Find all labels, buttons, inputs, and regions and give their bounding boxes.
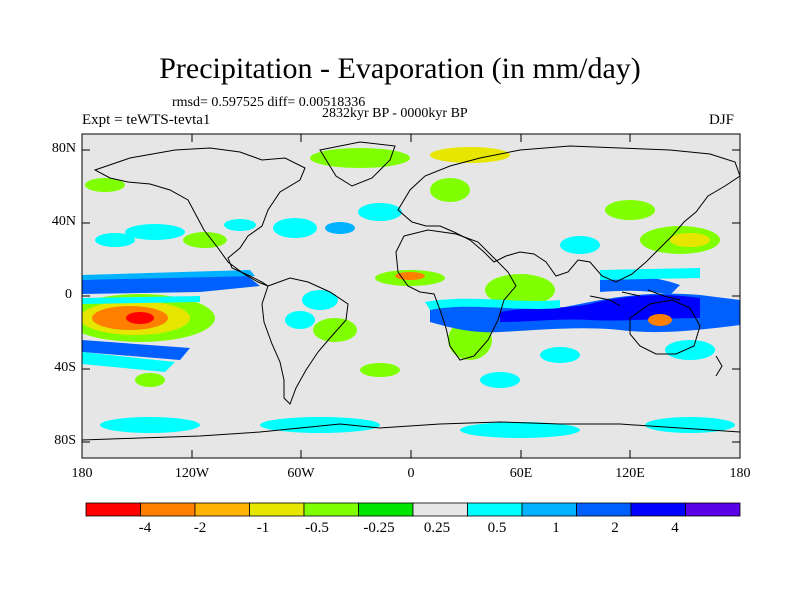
- patch: [85, 178, 125, 192]
- patch: [285, 311, 315, 329]
- patch: [358, 203, 402, 221]
- patch: [125, 224, 185, 240]
- patch: [183, 232, 227, 248]
- colorbar-label: -2: [193, 520, 207, 536]
- colorbar-box: [140, 502, 196, 517]
- patch: [430, 147, 510, 163]
- colorbar-box: [521, 502, 577, 517]
- patch: [310, 148, 410, 168]
- colorbar: [85, 502, 741, 517]
- colorbar-box: [685, 502, 741, 517]
- south-america-coast: [261, 277, 349, 405]
- lon-label-60e: 60E: [509, 466, 533, 481]
- patch: [665, 340, 715, 360]
- colorbar-label: -1: [256, 520, 270, 536]
- lat-label-80s: 80S: [54, 433, 76, 448]
- warm-pool-cyan: [600, 268, 700, 280]
- australia-dry: [648, 314, 672, 326]
- patch: [645, 417, 735, 433]
- colorbar-box: [576, 502, 632, 517]
- colorbar-label: -4: [138, 520, 152, 536]
- coastlines: [82, 141, 740, 441]
- australia-coast: [629, 299, 701, 355]
- colorbar-box: [630, 502, 686, 517]
- colorbar-box: [85, 502, 141, 517]
- lon-label-0: 0: [407, 466, 415, 481]
- lon-label-120e: 120E: [615, 466, 645, 481]
- stats-subtitle: rmsd= 0.597525 diff= 0.00518336: [172, 95, 366, 110]
- north-america-coast: [93, 147, 306, 287]
- new-zealand-coast: [715, 355, 723, 377]
- lon-label-60w: 60W: [287, 466, 315, 481]
- patch: [395, 272, 425, 280]
- colorbar-label: 0.5: [487, 520, 507, 536]
- patch: [302, 290, 338, 310]
- patch: [313, 318, 357, 342]
- colorbar-label: 0.25: [423, 520, 451, 536]
- europe-asia-coast: [397, 145, 740, 283]
- antarctica-coast: [82, 421, 740, 441]
- colorbar-box: [194, 502, 250, 517]
- patch: [430, 178, 470, 202]
- indian-ocean-darkblue: [500, 295, 700, 322]
- colorbar-label: 2: [611, 520, 619, 536]
- patch: [605, 200, 655, 220]
- colorbar-label: 4: [671, 520, 679, 536]
- lon-label-180e: 180: [729, 466, 751, 481]
- patch: [560, 236, 600, 254]
- greenland-coast: [319, 141, 396, 187]
- colorbar-box: [303, 502, 359, 517]
- patch: [480, 372, 520, 388]
- period-subtitle: 2832kyr BP - 0000kyr BP: [322, 106, 468, 121]
- patch: [460, 422, 580, 438]
- patch: [273, 218, 317, 238]
- lat-label-40n: 40N: [51, 214, 76, 229]
- south-pacific-cyan: [82, 352, 175, 372]
- colorbar-box: [467, 502, 523, 517]
- itcz-cyan: [82, 296, 200, 304]
- patch: [100, 417, 200, 433]
- lat-label-eq: 0: [65, 287, 72, 302]
- itcz-lightblue: [82, 270, 255, 280]
- patch: [95, 233, 135, 247]
- colorbar-label: 1: [552, 520, 560, 536]
- colorbar-box: [358, 502, 414, 517]
- lon-label-180w: 180: [71, 466, 93, 481]
- patch: [135, 373, 165, 387]
- colorbar-label: -0.5: [305, 520, 329, 536]
- south-pacific-blue: [82, 340, 190, 360]
- warm-pool-blue: [600, 276, 680, 295]
- colorbar-box: [249, 502, 305, 517]
- axis-ticks: [82, 134, 740, 458]
- africa-coast: [395, 229, 517, 361]
- lat-label-40s: 40S: [54, 360, 76, 375]
- colorbar-box: [412, 502, 468, 517]
- maritime-islands: [589, 289, 681, 307]
- map-plot: [82, 134, 740, 458]
- season-label: DJF: [709, 112, 735, 128]
- lat-label-80n: 80N: [51, 141, 76, 156]
- patch: [670, 233, 710, 247]
- patch: [540, 347, 580, 363]
- patch: [224, 219, 256, 231]
- itcz-blue: [82, 274, 260, 294]
- map-title: Precipitation - Evaporation (in mm/day): [159, 52, 641, 85]
- experiment-label: Expt = teWTS-tevta1: [82, 112, 211, 128]
- colorbar-label: -0.25: [363, 520, 395, 536]
- indian-ocean-cyan: [425, 298, 560, 310]
- patch: [485, 274, 555, 306]
- patch: [325, 222, 355, 234]
- pacific-dry-red: [126, 312, 154, 324]
- patch: [360, 363, 400, 377]
- lon-label-120w: 120W: [174, 466, 210, 481]
